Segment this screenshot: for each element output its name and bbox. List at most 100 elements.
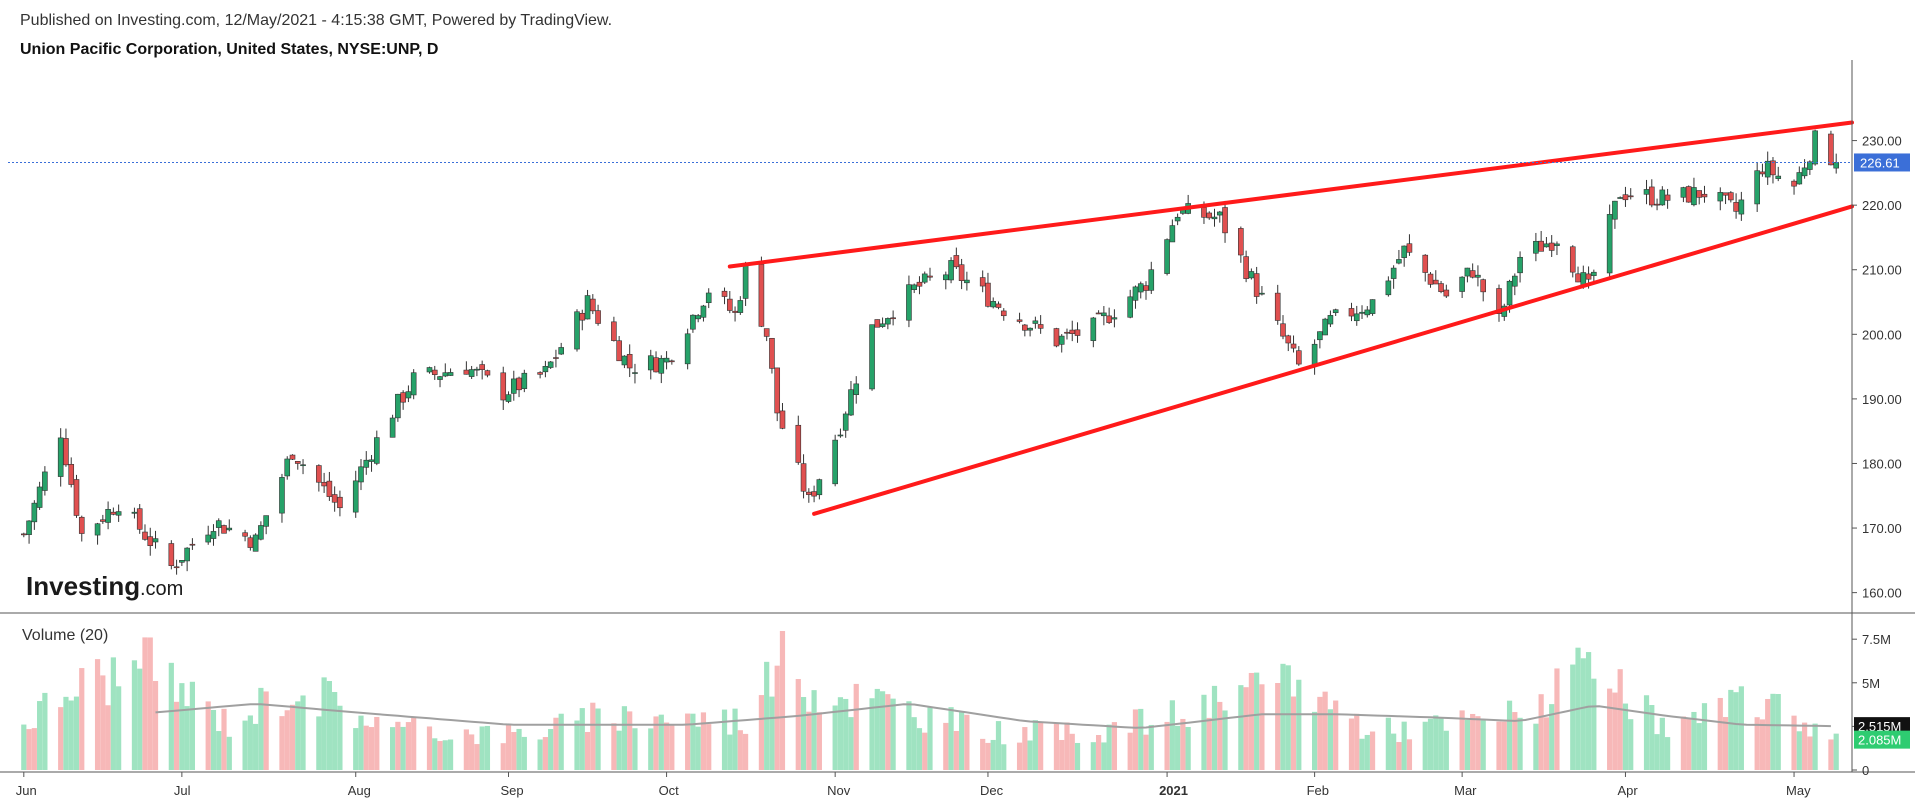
candle-body — [1222, 207, 1228, 234]
candle-body — [558, 347, 565, 355]
volume-tick-label: 7.5M — [1862, 632, 1891, 647]
candle-body — [205, 534, 212, 543]
candle-body — [911, 284, 917, 290]
candle-body — [837, 434, 844, 437]
candle-body — [848, 389, 854, 416]
volume-bar — [1148, 724, 1154, 770]
volume-bar — [131, 660, 138, 770]
candle-body — [1259, 292, 1265, 295]
last-price-label-bg — [1854, 153, 1910, 172]
candle-body — [363, 459, 370, 468]
volume-bar — [110, 657, 116, 770]
candle-body — [1111, 317, 1118, 320]
candle — [795, 415, 802, 465]
candle — [1791, 179, 1797, 195]
volume-bar — [685, 713, 691, 770]
candle — [505, 391, 512, 404]
volume-bar — [1475, 716, 1481, 770]
volume-bar — [616, 730, 622, 770]
candle-body — [479, 364, 485, 370]
candle-body — [500, 372, 507, 401]
candle — [758, 256, 765, 328]
candle-body — [1648, 186, 1655, 206]
candle — [1685, 185, 1692, 203]
volume-bar — [63, 696, 69, 770]
candle — [279, 473, 285, 523]
candle — [147, 527, 154, 556]
volume-bar — [511, 732, 517, 770]
candle — [737, 296, 744, 315]
candle-body — [1243, 256, 1249, 279]
candle — [1691, 177, 1697, 207]
candle-body — [173, 566, 180, 569]
volume-bar — [1438, 717, 1444, 770]
candle-body — [1807, 161, 1813, 170]
candle — [1248, 268, 1255, 280]
volume-bar — [727, 734, 733, 770]
candle-body — [168, 543, 175, 566]
volume-bar — [1238, 685, 1244, 770]
candle — [1459, 276, 1465, 299]
volume-bar — [1059, 739, 1065, 770]
volume-bar — [1101, 742, 1107, 770]
volume-bar — [1770, 693, 1776, 770]
volume-bar — [363, 725, 369, 770]
volume-bar — [474, 744, 480, 770]
candle-body — [1512, 275, 1518, 287]
volume-bar — [300, 695, 306, 770]
volume-bar — [1549, 704, 1555, 770]
candle — [1438, 280, 1444, 294]
candle — [300, 459, 306, 475]
candle-body — [1058, 335, 1065, 345]
candle-body — [400, 392, 406, 403]
volume-bar — [764, 661, 770, 770]
candle — [700, 304, 707, 322]
volume-bar — [1801, 722, 1808, 770]
volume-bar — [1538, 694, 1544, 770]
volume-bar — [1733, 692, 1739, 770]
time-tick-label: 2021 — [1159, 783, 1188, 798]
candle-body — [842, 413, 849, 431]
candle-body — [263, 515, 269, 527]
candle-body — [1290, 343, 1297, 349]
volume-bar — [1433, 715, 1439, 770]
candle-body — [447, 372, 454, 376]
volume-bar — [31, 728, 37, 770]
candle — [1469, 263, 1476, 279]
volume-bar — [1396, 742, 1402, 770]
time-tick-label: Nov — [827, 783, 851, 798]
volume-bar — [927, 706, 933, 770]
candle — [463, 361, 470, 375]
candle — [611, 316, 617, 342]
volume-bar — [358, 715, 364, 770]
candle-body — [684, 333, 691, 365]
volume-bar — [1364, 734, 1370, 770]
candle-body — [1327, 315, 1334, 325]
candle-body — [1738, 199, 1745, 215]
candle — [173, 559, 180, 575]
candle-body — [215, 520, 222, 528]
candle — [389, 414, 396, 438]
candle-body — [1069, 329, 1076, 334]
candle — [1401, 245, 1407, 267]
candle-body — [800, 463, 807, 492]
candle — [632, 363, 638, 384]
candle-body — [816, 479, 823, 496]
volume-bar — [1180, 718, 1186, 770]
candle — [1548, 235, 1555, 258]
candle — [1680, 186, 1687, 203]
candle — [221, 524, 227, 534]
candle — [252, 533, 259, 552]
candle-body — [921, 273, 928, 283]
candle — [1206, 211, 1213, 220]
candle-body — [1127, 296, 1134, 318]
candle — [1243, 250, 1249, 283]
last-volume-label: 2.085M — [1858, 733, 1901, 748]
volume-bar — [79, 668, 85, 770]
candle — [1211, 208, 1218, 227]
candle-body — [690, 314, 696, 330]
volume-bar — [959, 710, 965, 770]
volume-bar — [247, 715, 253, 770]
candle — [73, 474, 80, 518]
